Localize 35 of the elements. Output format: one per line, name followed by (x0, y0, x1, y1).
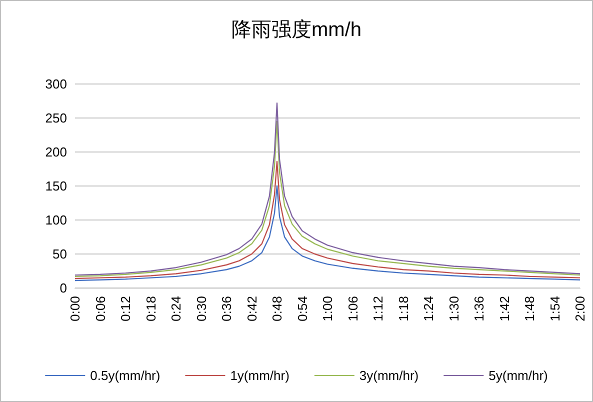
legend-label: 5y(mm/hr) (488, 368, 548, 383)
legend-label: 3y(mm/hr) (359, 368, 419, 383)
x-tick-label: 0:06 (92, 296, 108, 322)
x-tick-label: 0:48 (270, 296, 284, 322)
legend-label: 0.5y(mm/hr) (90, 368, 160, 383)
x-tick-label: 0:18 (143, 296, 158, 322)
x-tick-label: 0:24 (168, 296, 184, 322)
x-tick-label: 1:42 (496, 296, 512, 322)
x-tick-label: 1:30 (446, 296, 462, 322)
legend-label: 1y(mm/hr) (230, 368, 290, 383)
x-tick-label: 1:00 (320, 296, 335, 322)
x-tick-label: 2:00 (572, 296, 588, 322)
y-tick-label: 150 (45, 178, 67, 194)
y-tick-label: 250 (45, 110, 67, 126)
x-tick-label: 0:42 (244, 296, 260, 322)
y-tick-label: 0 (60, 280, 67, 296)
x-tick-label: 0:12 (118, 296, 133, 322)
x-tick-label: 1:54 (547, 296, 562, 322)
y-tick-label: 50 (52, 246, 67, 262)
x-tick-label: 1:18 (396, 296, 411, 322)
y-tick-label: 100 (45, 212, 67, 228)
y-tick-label: 300 (45, 76, 67, 92)
chart-title: 降雨强度mm/h (232, 19, 362, 41)
x-tick-label: 1:12 (370, 296, 386, 322)
line-series (74, 160, 581, 280)
y-tick-label: 200 (45, 144, 67, 160)
x-tick-label: 0:54 (294, 296, 310, 322)
x-tick-label: 1:06 (345, 296, 360, 322)
line-series (74, 185, 581, 282)
x-tick-label: 1:48 (522, 296, 537, 322)
x-tick-label: 1:24 (421, 296, 436, 322)
x-tick-label: 0:36 (219, 296, 234, 322)
x-tick-label: 0:00 (68, 296, 82, 322)
x-tick-label: 0:30 (194, 296, 209, 322)
x-tick-label: 1:36 (472, 296, 486, 322)
